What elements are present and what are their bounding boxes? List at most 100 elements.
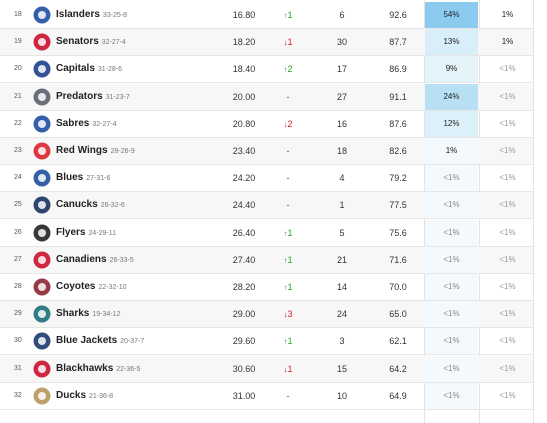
rank-change-value: 1 [287,282,293,292]
arrow-up-icon: ↑ [283,283,288,292]
table-row[interactable]: 24 Blues 27-31-6 24.20 - 4 79.2 <1% <1% [0,165,533,193]
team-name[interactable]: Sharks [56,308,90,320]
probability-cell: <1% [425,382,478,409]
table-row[interactable]: 26 Flyers 24-29-11 26.40 ↑1 5 75.6 <1% <1% [0,219,533,247]
blue-jackets-logo-icon [33,332,51,350]
rank-change: ↑1 [268,2,308,28]
average-rank: 26.40 [232,227,256,238]
stat-value: 21 [336,254,347,265]
rank: 26 [14,228,22,236]
rank: 22 [14,119,22,127]
table-row[interactable]: 23 Red Wings 28-26-9 23.40 - 18 82.6 1% <1% [0,138,533,165]
rank-change: ↑1 [268,247,308,273]
rating-value: 64.2 [389,363,407,374]
rating-value: 87.6 [389,118,407,129]
team-cell[interactable]: Red Wings 28-26-9 [56,138,135,164]
rank-change-value: - [286,173,290,184]
team-name[interactable]: Canadiens [56,253,107,265]
team-cell[interactable]: Sabres 32-27-4 [56,111,117,137]
table-row[interactable]: 31 Blackhawks 22-36-5 30.60 ↓1 15 64.2 <1% <1% [0,355,533,383]
rank-change: - [268,84,308,110]
team-name[interactable]: Predators [56,90,103,102]
stat-value: 30 [336,37,347,48]
team-cell[interactable]: Flyers 24-29-11 [56,220,116,246]
team-name[interactable]: Blue Jackets [56,335,118,347]
stat-value: 3 [339,336,345,347]
probability-cell: 9% [425,56,478,83]
team-cell[interactable]: Blues 27-31-6 [56,165,110,191]
table-row[interactable]: 21 Predators 31-23-7 20.00 - 27 91.1 24% <1% [0,83,533,111]
table-row[interactable]: 28 Coyotes 22-32-10 28.20 ↑1 14 70.0 <1% <1% [0,274,533,301]
rating-value: 82.6 [389,146,407,156]
probability-cell: <1% [499,282,516,291]
red-wings-logo-icon [33,142,51,160]
team-cell[interactable]: Canucks 26-32-6 [56,192,125,218]
rating-value: 62.1 [389,336,407,347]
probability-cell: <1% [425,246,478,273]
table-row[interactable]: 18 Islanders 33-25-8 16.80 ↑1 6 92.6 54% 1% [0,2,533,29]
probability-cell: <1% [425,219,478,246]
rank-change: - [268,138,308,164]
team-cell[interactable]: Islanders 33-25-8 [56,2,127,28]
probability-cell: <1% [499,146,516,155]
rank-change-value: 1 [287,227,293,238]
stat-value: 5 [339,227,345,238]
arrow-down-icon: ↓ [283,38,288,48]
team-cell[interactable]: Senators 32-27-4 [56,29,126,55]
team-name[interactable]: Blues [56,172,84,184]
table-row[interactable]: 30 Blue Jackets 20-37-7 29.60 ↑1 3 62.1 <1% <1% [0,328,533,356]
team-record: 22-36-5 [116,365,141,373]
arrow-down-icon: ↓ [283,364,288,374]
average-rank: 23.40 [232,146,256,156]
team-cell[interactable]: Ducks 21-36-8 [56,383,113,409]
team-name[interactable]: Sabres [56,117,90,129]
team-name[interactable]: Flyers [56,226,86,238]
table-row[interactable]: 32 Ducks 21-36-8 31.00 - 10 64.9 <1% <1% [0,382,533,410]
team-cell[interactable]: Blue Jackets 20-37-7 [56,328,144,354]
table-row[interactable]: 25 Canucks 26-32-6 24.40 - 1 77.5 <1% <1% [0,192,533,220]
rank-change-value: - [286,200,290,211]
team-name[interactable]: Ducks [56,389,87,401]
coyotes-logo-icon [33,278,51,296]
team-cell[interactable]: Predators 31-23-7 [56,84,130,110]
rank-change: - [268,383,308,409]
team-cell[interactable]: Capitals 31-28-6 [56,56,122,82]
table-row[interactable]: 20 Capitals 31-28-6 18.40 ↑2 17 86.9 9% <1% [0,56,533,84]
stat-value: 18 [336,146,347,156]
team-name[interactable]: Senators [56,36,99,48]
stat-value: 4 [339,173,345,184]
canucks-logo-icon [33,196,51,214]
team-name[interactable]: Canucks [56,199,98,211]
rank-change-value: - [286,91,290,102]
team-name[interactable]: Capitals [56,63,95,75]
team-name[interactable]: Blackhawks [56,362,114,374]
stat-value: 10 [336,390,347,401]
rank-change-value: 1 [287,10,293,20]
team-name[interactable]: Red Wings [56,145,108,156]
rank-change: - [268,192,308,218]
team-cell[interactable]: Canadiens 26-33-5 [56,247,134,273]
team-record: 21-36-8 [89,392,114,400]
rating-value: 91.1 [389,91,407,102]
team-record: 31-28-6 [97,66,123,74]
table-row[interactable]: 29 Sharks 19-34-12 29.00 ↓3 24 65.0 <1% <1% [0,301,533,329]
team-name[interactable]: Islanders [56,9,100,20]
sharks-logo-icon [33,305,51,323]
average-rank: 18.40 [232,64,256,75]
table-row[interactable]: 19 Senators 32-27-4 18.20 ↓1 30 87.7 13% 1% [0,29,533,57]
team-name[interactable]: Coyotes [56,281,96,292]
probability-cell: <1% [425,192,478,219]
team-record: 26-32-6 [100,202,125,210]
stat-value: 16 [336,118,347,129]
rank-change-value: 1 [287,37,293,48]
table-row[interactable]: 27 Canadiens 26-33-5 27.40 ↑1 21 71.6 <1% <1% [0,246,533,274]
ducks-logo-icon [33,387,51,405]
team-cell[interactable]: Sharks 19-34-12 [56,301,120,327]
probability-cell: <1% [425,165,478,192]
table-row[interactable]: 22 Sabres 32-27-4 20.80 ↓2 16 87.6 12% <1% [0,110,533,138]
rank: 29 [14,310,22,318]
team-cell[interactable]: Coyotes 22-32-10 [56,274,126,300]
team-cell[interactable]: Blackhawks 22-36-5 [56,356,140,382]
blackhawks-logo-icon [33,360,51,378]
rank-change-value: - [286,390,290,401]
